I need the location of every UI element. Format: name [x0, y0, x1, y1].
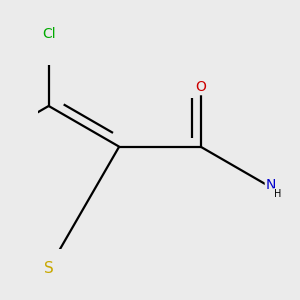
Text: Cl: Cl [42, 27, 56, 41]
Text: H: H [274, 189, 281, 199]
Text: O: O [195, 80, 206, 94]
Text: S: S [44, 261, 54, 276]
Text: N: N [266, 178, 276, 192]
